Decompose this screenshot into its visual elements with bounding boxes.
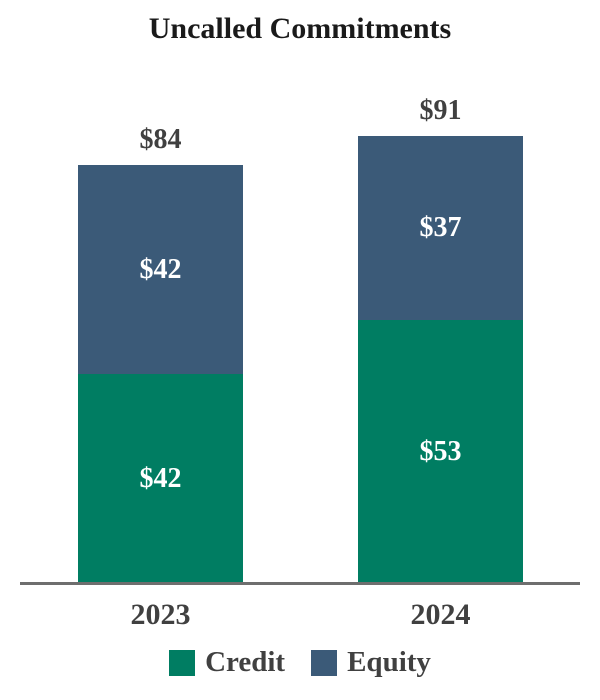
total-value-label: $84 bbox=[139, 124, 182, 155]
x-axis-label-2024: 2024 bbox=[410, 598, 471, 631]
legend: Credit Equity bbox=[0, 648, 600, 677]
x-axis-line bbox=[20, 582, 580, 585]
legend-item-equity: Equity bbox=[311, 648, 431, 677]
segment-value-label: $42 bbox=[139, 253, 182, 285]
segment-value-label: $53 bbox=[419, 435, 462, 467]
x-axis-label-2023: 2023 bbox=[130, 598, 191, 631]
legend-label-equity: Equity bbox=[347, 646, 431, 678]
chart-title: Uncalled Commitments bbox=[148, 12, 452, 45]
bar-segment-equity-2023: $42 bbox=[78, 165, 243, 374]
legend-swatch-credit bbox=[169, 649, 196, 676]
total-value-label: $91 bbox=[419, 95, 462, 126]
bar-segment-credit-2024: $53 bbox=[358, 320, 523, 583]
segment-value-label: $37 bbox=[419, 212, 462, 243]
legend-label-credit: Credit bbox=[205, 646, 286, 678]
legend-item-credit: Credit bbox=[169, 648, 285, 677]
bar-segment-credit-2023: $42 bbox=[78, 374, 243, 583]
legend-swatch-equity bbox=[311, 649, 338, 676]
bar-segment-equity-2024: $37 bbox=[358, 136, 523, 320]
segment-value-label: $42 bbox=[139, 462, 182, 494]
